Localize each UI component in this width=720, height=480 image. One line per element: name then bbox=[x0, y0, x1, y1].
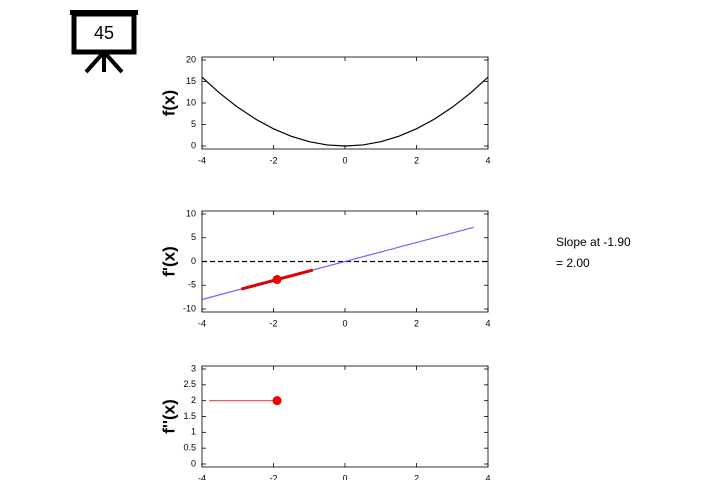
x-tick-label: 0 bbox=[342, 318, 347, 328]
x-tick-label: -4 bbox=[198, 318, 206, 328]
x-tick-label: 2 bbox=[414, 155, 419, 165]
x-tick-label: -4 bbox=[198, 155, 206, 165]
y-tick-label: 0 bbox=[191, 256, 196, 266]
y-tick-label: 5 bbox=[191, 232, 196, 242]
presentation-icon bbox=[70, 10, 138, 74]
y-axis-label: f'(x) bbox=[159, 246, 178, 276]
x-tick-label: 4 bbox=[485, 155, 490, 165]
x-tick-label: 2 bbox=[414, 473, 419, 480]
y-tick-label: 1.5 bbox=[183, 411, 196, 421]
y-axis-label: f''(x) bbox=[159, 399, 178, 434]
y-tick-label: 1 bbox=[191, 427, 196, 437]
y-tick-label: 2 bbox=[191, 395, 196, 405]
x-tick-label: 2 bbox=[414, 318, 419, 328]
series-line bbox=[201, 76, 489, 147]
annotation: Slope at -1.90 bbox=[556, 235, 631, 249]
x-tick-label: 0 bbox=[342, 155, 347, 165]
y-tick-label: 20 bbox=[186, 54, 196, 64]
plot-frame bbox=[201, 56, 489, 150]
slide-number: 45 bbox=[94, 23, 114, 43]
plot-frame bbox=[201, 365, 489, 468]
y-axis-label: f(x) bbox=[159, 90, 178, 116]
y-tick-label: -5 bbox=[188, 280, 196, 290]
x-tick-label: -2 bbox=[269, 155, 277, 165]
y-tick-label: 2.5 bbox=[183, 379, 196, 389]
y-tick-label: 0.5 bbox=[183, 443, 196, 453]
x-tick-label: -2 bbox=[269, 318, 277, 328]
y-tick-label: 5 bbox=[191, 119, 196, 129]
x-tick-label: -4 bbox=[198, 473, 206, 480]
point bbox=[272, 275, 282, 285]
y-tick-label: -10 bbox=[183, 303, 196, 313]
point bbox=[272, 396, 282, 406]
y-tick-label: 10 bbox=[186, 208, 196, 218]
y-tick-label: 10 bbox=[186, 97, 196, 107]
x-tick-label: 4 bbox=[485, 318, 490, 328]
y-tick-label: 0 bbox=[191, 140, 196, 150]
y-tick-label: 0 bbox=[191, 458, 196, 468]
y-tick-label: 15 bbox=[186, 76, 196, 86]
x-tick-label: 4 bbox=[485, 473, 490, 480]
x-tick-label: 0 bbox=[342, 473, 347, 480]
y-tick-label: 3 bbox=[191, 363, 196, 373]
annotation: = 2.00 bbox=[556, 256, 590, 270]
x-tick-label: -2 bbox=[269, 473, 277, 480]
